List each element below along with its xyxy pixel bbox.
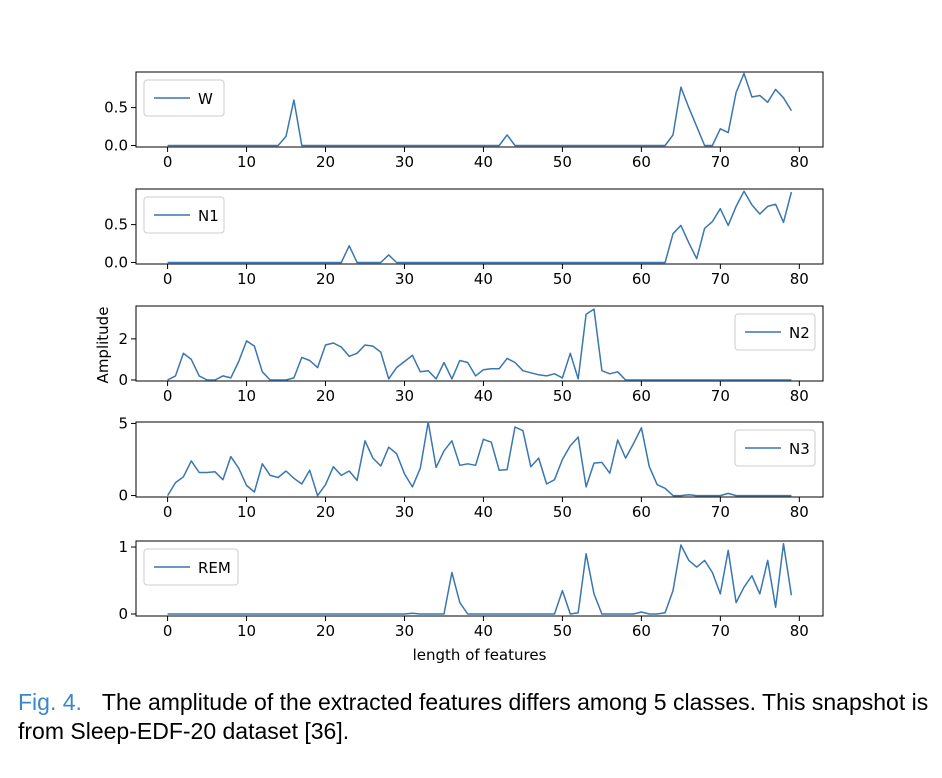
x-tick-label: 50 <box>553 503 572 521</box>
x-tick-label: 40 <box>474 153 493 171</box>
x-tick-label: 50 <box>553 270 572 288</box>
x-tick-label: 70 <box>711 270 730 288</box>
x-axis-label: length of features <box>413 646 547 664</box>
y-tick-label: 2 <box>118 330 128 348</box>
x-tick-label: 30 <box>395 270 414 288</box>
x-tick-label: 0 <box>163 153 173 171</box>
x-tick-label: 60 <box>632 503 651 521</box>
x-tick-label: 80 <box>790 622 809 640</box>
axes-frame <box>135 188 824 265</box>
axes-frame <box>135 421 824 498</box>
x-tick-label: 80 <box>790 387 809 405</box>
panel-w: 0 10 20 30 40 50 60 70 80 0.0 0.5 W <box>104 71 824 171</box>
caption-label: Fig. 4. <box>18 689 82 715</box>
panel-n2: 0 10 20 30 40 50 60 70 80 0 2 N2 <box>118 305 824 405</box>
legend-label: W <box>198 90 213 108</box>
legend-box <box>143 548 239 586</box>
x-tick-label: 10 <box>237 387 256 405</box>
x-tick-label: 30 <box>395 622 414 640</box>
y-tick-label: 0.5 <box>104 99 128 117</box>
y-tick-label: 0.0 <box>104 253 128 271</box>
series-line-w <box>167 72 793 147</box>
x-tick-label: 30 <box>395 387 414 405</box>
x-tick-label: 40 <box>474 503 493 521</box>
x-tick-label: 30 <box>395 153 414 171</box>
legend-label: N3 <box>789 440 810 458</box>
y-axis-label: Amplitude <box>94 307 112 384</box>
legend-label: REM <box>198 559 231 577</box>
x-tick-label: 60 <box>632 153 651 171</box>
series-line-rem <box>167 542 793 615</box>
x-tick-label: 0 <box>163 387 173 405</box>
y-tick-label: 0.0 <box>104 136 128 154</box>
x-tick-label: 50 <box>553 622 572 640</box>
legend-label: N1 <box>198 207 219 225</box>
x-tick-label: 60 <box>632 270 651 288</box>
legend-label: N2 <box>789 324 810 342</box>
x-tick-label: 70 <box>711 153 730 171</box>
x-tick-label: 10 <box>237 503 256 521</box>
x-tick-label: 0 <box>163 622 173 640</box>
axes-frame <box>135 71 824 148</box>
y-tick-label: 0 <box>118 487 128 505</box>
x-tick-label: 40 <box>474 387 493 405</box>
x-tick-label: 20 <box>316 622 335 640</box>
caption-text: The amplitude of the extracted features … <box>18 689 929 744</box>
series-line-n1 <box>167 190 793 264</box>
x-tick-label: 0 <box>163 270 173 288</box>
x-tick-label: 20 <box>316 270 335 288</box>
series-line-n3 <box>166 421 792 497</box>
x-tick-label: 40 <box>474 270 493 288</box>
x-tick-label: 70 <box>711 503 730 521</box>
y-tick-label: 0 <box>118 605 128 623</box>
x-tick-label: 80 <box>790 503 809 521</box>
y-tick-label: 5 <box>118 414 128 432</box>
x-tick-label: 80 <box>790 270 809 288</box>
x-tick-label: 20 <box>316 503 335 521</box>
x-tick-label: 30 <box>395 503 414 521</box>
x-tick-label: 80 <box>790 153 809 171</box>
x-tick-label: 50 <box>553 387 572 405</box>
x-tick-label: 70 <box>711 387 730 405</box>
x-tick-label: 10 <box>237 622 256 640</box>
y-tick-label: 1 <box>118 538 128 556</box>
x-tick-label: 20 <box>316 387 335 405</box>
figure-caption: Fig. 4. The amplitude of the extracted fe… <box>18 688 933 746</box>
y-tick-label: 0.5 <box>104 216 128 234</box>
y-tick-label: 0 <box>118 371 128 389</box>
x-tick-label: 60 <box>632 622 651 640</box>
x-tick-label: 10 <box>237 153 256 171</box>
x-tick-label: 20 <box>316 153 335 171</box>
chart-svg: 0 10 20 30 40 50 60 70 800.00.5 W0 10 20 30 40 50 60 70 8… <box>94 71 824 664</box>
x-tick-label: 60 <box>632 387 651 405</box>
x-tick-label: 70 <box>711 622 730 640</box>
x-tick-label: 50 <box>553 153 572 171</box>
axes-frame <box>135 540 824 617</box>
axes-frame <box>135 305 824 382</box>
x-tick-label: 0 <box>163 503 173 521</box>
x-tick-label: 40 <box>474 622 493 640</box>
panel-n3: 0 10 20 30 40 50 60 70 80 0 5 N3 <box>118 414 824 521</box>
panel-n1: 0 10 20 30 40 50 60 70 80 0.0 0.5 N1 <box>104 188 824 288</box>
series-line-n2 <box>167 308 792 381</box>
x-tick-label: 10 <box>237 270 256 288</box>
panel-rem: 0 10 20 30 40 50 60 70 80 0 1 REM <box>118 538 824 640</box>
